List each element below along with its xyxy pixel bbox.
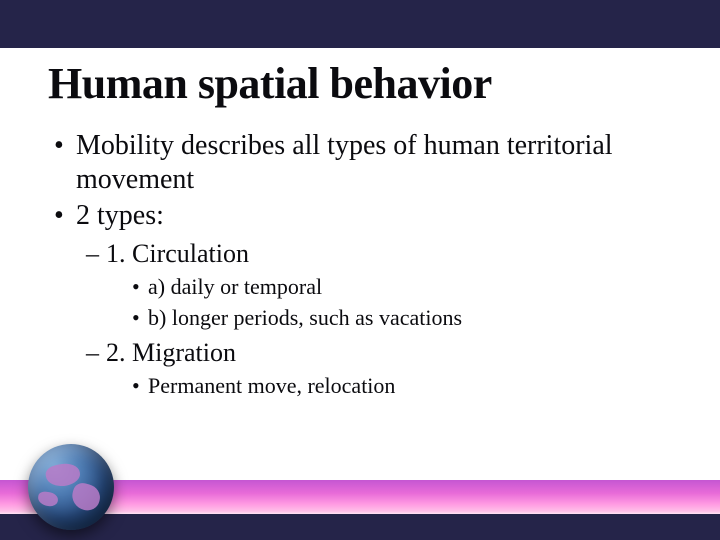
- item-circulation-b: b) longer periods, such as vacations: [48, 304, 672, 333]
- globe-icon: [28, 444, 118, 534]
- slide-title: Human spatial behavior: [48, 58, 672, 109]
- subheading-circulation: 1. Circulation: [48, 237, 672, 271]
- subheading-migration: 2. Migration: [48, 336, 672, 370]
- footer: [0, 442, 720, 540]
- bullet-types: 2 types:: [48, 199, 672, 233]
- slide-content: Human spatial behavior Mobility describe…: [0, 48, 720, 401]
- item-circulation-a: a) daily or temporal: [48, 273, 672, 302]
- bullet-mobility: Mobility describes all types of human te…: [48, 129, 672, 197]
- header-band: [0, 0, 720, 48]
- item-migration-a: Permanent move, relocation: [48, 372, 672, 401]
